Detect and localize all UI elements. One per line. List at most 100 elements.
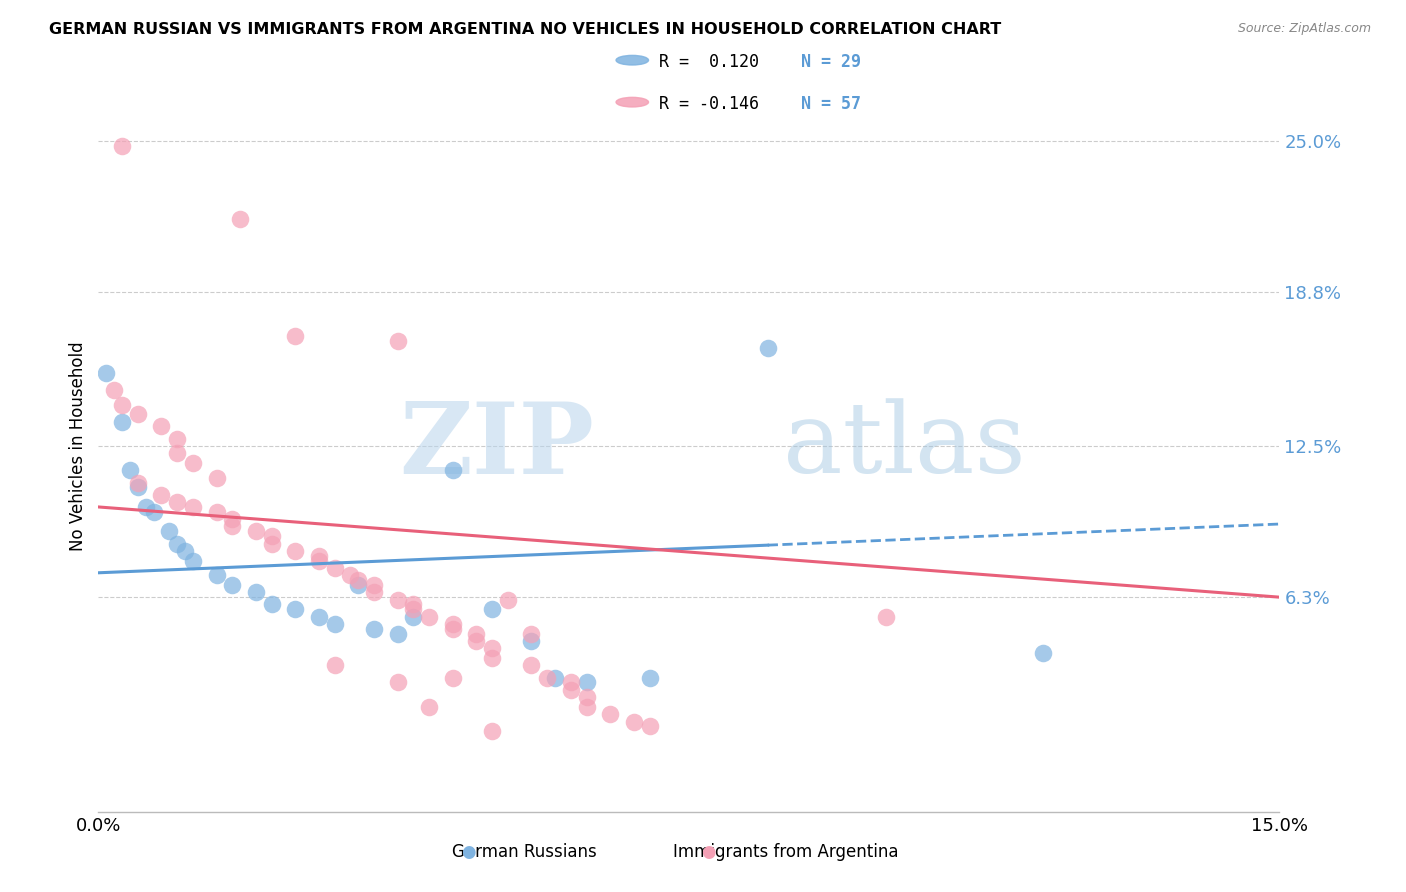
Point bbox=[536, 671, 558, 685]
Text: Immigrants from Argentina: Immigrants from Argentina bbox=[673, 843, 898, 861]
Point bbox=[205, 568, 228, 582]
Point bbox=[127, 480, 149, 494]
Text: N = 29: N = 29 bbox=[800, 53, 860, 70]
Text: GERMAN RUSSIAN VS IMMIGRANTS FROM ARGENTINA NO VEHICLES IN HOUSEHOLD CORRELATION: GERMAN RUSSIAN VS IMMIGRANTS FROM ARGENT… bbox=[49, 22, 1001, 37]
Point bbox=[260, 529, 283, 543]
Point bbox=[560, 682, 582, 697]
Text: ●: ● bbox=[461, 843, 475, 861]
Point bbox=[308, 553, 330, 567]
Point bbox=[363, 622, 385, 636]
Point bbox=[481, 651, 503, 665]
Point bbox=[221, 578, 243, 592]
Point bbox=[111, 139, 134, 153]
Point bbox=[323, 561, 346, 575]
Point bbox=[402, 602, 425, 616]
Point bbox=[520, 634, 543, 648]
Point bbox=[481, 641, 503, 656]
Point bbox=[520, 626, 543, 640]
Circle shape bbox=[616, 55, 648, 65]
Point bbox=[387, 334, 409, 348]
Point bbox=[363, 578, 385, 592]
Point bbox=[339, 568, 361, 582]
Circle shape bbox=[616, 97, 648, 107]
Point bbox=[245, 524, 267, 539]
Point bbox=[465, 634, 488, 648]
Point bbox=[481, 602, 503, 616]
Point bbox=[181, 456, 204, 470]
Point bbox=[284, 602, 307, 616]
Point bbox=[221, 512, 243, 526]
Point bbox=[308, 609, 330, 624]
Point bbox=[520, 658, 543, 673]
Point bbox=[323, 658, 346, 673]
Point bbox=[245, 585, 267, 599]
Point bbox=[229, 212, 252, 227]
Point bbox=[284, 544, 307, 558]
Point bbox=[166, 432, 188, 446]
Point bbox=[496, 592, 519, 607]
Text: Source: ZipAtlas.com: Source: ZipAtlas.com bbox=[1237, 22, 1371, 36]
Point bbox=[181, 500, 204, 514]
Point bbox=[402, 609, 425, 624]
Point bbox=[284, 329, 307, 343]
Point bbox=[135, 500, 157, 514]
Point bbox=[166, 536, 188, 550]
Point bbox=[166, 495, 188, 509]
Point bbox=[157, 524, 180, 539]
Point bbox=[118, 463, 141, 477]
Point bbox=[544, 671, 567, 685]
Point bbox=[575, 699, 598, 714]
Point bbox=[418, 699, 440, 714]
Point bbox=[127, 475, 149, 490]
Point bbox=[560, 675, 582, 690]
Text: ●: ● bbox=[702, 843, 716, 861]
Point bbox=[347, 573, 370, 587]
Point bbox=[623, 714, 645, 729]
Point bbox=[756, 342, 779, 356]
Point bbox=[441, 463, 464, 477]
Point bbox=[418, 609, 440, 624]
Point bbox=[363, 585, 385, 599]
Point bbox=[465, 626, 488, 640]
Point bbox=[260, 536, 283, 550]
Point bbox=[181, 553, 204, 567]
Point bbox=[205, 471, 228, 485]
Point bbox=[599, 707, 621, 722]
Point bbox=[111, 398, 134, 412]
Point bbox=[1032, 646, 1054, 660]
Point bbox=[103, 383, 125, 397]
Point bbox=[205, 505, 228, 519]
Point bbox=[402, 598, 425, 612]
Point bbox=[150, 488, 173, 502]
Point bbox=[441, 622, 464, 636]
Point bbox=[441, 671, 464, 685]
Point bbox=[441, 617, 464, 632]
Text: N = 57: N = 57 bbox=[800, 95, 860, 112]
Point bbox=[260, 598, 283, 612]
Point bbox=[221, 519, 243, 533]
Point bbox=[575, 690, 598, 705]
Point bbox=[174, 544, 197, 558]
Point bbox=[638, 719, 661, 733]
Point bbox=[387, 626, 409, 640]
Point bbox=[166, 446, 188, 460]
Point bbox=[575, 675, 598, 690]
Text: ZIP: ZIP bbox=[399, 398, 595, 494]
Point bbox=[308, 549, 330, 563]
Text: R = -0.146: R = -0.146 bbox=[659, 95, 759, 112]
Point bbox=[638, 671, 661, 685]
Text: R =  0.120: R = 0.120 bbox=[659, 53, 759, 70]
Point bbox=[323, 617, 346, 632]
Point bbox=[387, 675, 409, 690]
Point bbox=[111, 415, 134, 429]
Point bbox=[347, 578, 370, 592]
Point bbox=[875, 609, 897, 624]
Point bbox=[150, 419, 173, 434]
Text: German Russians: German Russians bbox=[453, 843, 596, 861]
Point bbox=[96, 366, 118, 380]
Point bbox=[387, 592, 409, 607]
Text: atlas: atlas bbox=[783, 398, 1026, 494]
Point bbox=[127, 407, 149, 421]
Y-axis label: No Vehicles in Household: No Vehicles in Household bbox=[69, 341, 87, 551]
Point bbox=[142, 505, 165, 519]
